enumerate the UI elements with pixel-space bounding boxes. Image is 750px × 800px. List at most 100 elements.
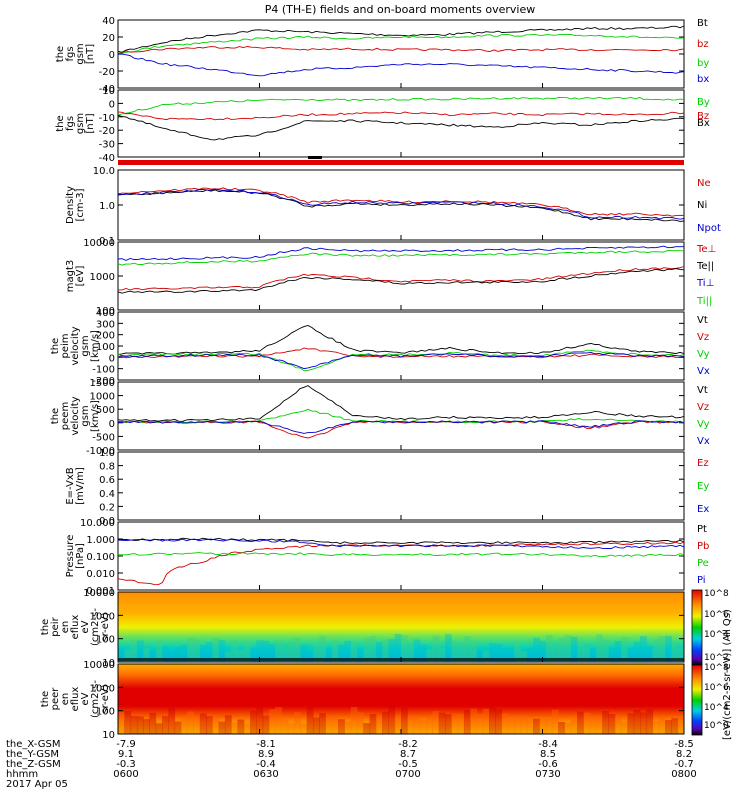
footer-value: -8.2 xyxy=(398,739,418,750)
spectrogram-texture xyxy=(514,641,521,662)
spectrogram-texture xyxy=(224,715,232,734)
y-axis-label: en xyxy=(60,621,71,634)
spectrogram-texture xyxy=(275,707,282,734)
spectrogram-texture xyxy=(407,717,415,734)
legend-Vt: Vt xyxy=(697,385,708,396)
spectrogram-texture xyxy=(275,640,282,662)
spectrogram-texture xyxy=(640,712,647,734)
y-axis-label: velocity xyxy=(70,396,81,435)
spectrogram-texture xyxy=(665,635,672,662)
y-tick-label: 40 xyxy=(102,16,115,27)
y-tick-label: 1500 xyxy=(90,378,115,389)
y-tick-label: -20 xyxy=(99,67,115,78)
spectrogram-texture xyxy=(407,645,415,662)
spectrogram-texture xyxy=(551,645,559,662)
legend-Ti||: Ti|| xyxy=(696,296,712,307)
spectrogram-texture xyxy=(489,707,496,734)
spectrogram-texture xyxy=(482,708,490,734)
spectrogram-texture xyxy=(457,714,465,734)
y-tick-label: 200 xyxy=(96,331,115,342)
spectrogram-texture xyxy=(331,717,339,734)
y-tick-label: 1000 xyxy=(90,611,115,622)
y-tick-label: 0 xyxy=(109,419,115,430)
footer-value: 8.9 xyxy=(258,749,274,760)
spectrogram-texture xyxy=(419,720,427,734)
spectrogram-texture xyxy=(394,717,402,734)
spectrogram-texture xyxy=(589,648,597,662)
y-tick-label: 100 xyxy=(96,707,115,718)
spectrogram-texture xyxy=(218,640,226,662)
spectrogram-texture xyxy=(180,718,188,734)
spectrogram-texture xyxy=(633,641,641,662)
series-Vt xyxy=(117,325,685,356)
spectrogram-texture xyxy=(118,712,125,734)
spectrogram-texture xyxy=(168,707,176,734)
footer-row-label: hhmm xyxy=(6,769,38,780)
series-Vt xyxy=(117,385,685,422)
y-tick-label: 400 xyxy=(96,308,115,319)
spectrogram-texture xyxy=(143,719,150,734)
y-tick-label: -500 xyxy=(92,432,115,443)
spectrogram-texture xyxy=(413,639,421,662)
spectrogram-texture xyxy=(545,634,553,662)
spectrogram-texture xyxy=(457,644,465,662)
spectrogram-texture xyxy=(306,707,314,734)
spectrogram-texture xyxy=(495,709,503,734)
legend-by: by xyxy=(697,58,709,69)
y-axis-label: fgs xyxy=(65,46,76,61)
y-tick-label: -40 xyxy=(99,84,115,95)
series-Npot xyxy=(117,188,685,220)
spectrogram-texture xyxy=(262,640,270,662)
series-bz xyxy=(117,46,685,54)
y-tick-label: -200 xyxy=(92,376,115,387)
footer-value: 0600 xyxy=(113,769,138,780)
footer-value: -0.5 xyxy=(398,759,418,770)
y-axis-label: peir xyxy=(50,616,61,636)
panel-temperature: 10000 1000 100 magt3 [eV] Te⊥ Te|| Ti⊥ Ti|| xyxy=(65,238,716,317)
spectrogram-texture xyxy=(476,650,484,662)
spectrogram-texture xyxy=(300,723,308,734)
y-tick-label: 100 xyxy=(96,306,115,317)
spectrogram-texture xyxy=(124,711,132,734)
spectrogram-texture xyxy=(533,718,540,734)
panel-pressure: 10.000 1.000 0.100 0.010 0.001 Pressure [nPa] P… xyxy=(65,518,709,597)
spectrogram-texture xyxy=(344,721,352,734)
spectrogram-texture xyxy=(558,722,565,734)
spectrogram-texture xyxy=(268,709,276,734)
spectrogram-texture xyxy=(470,642,477,662)
y-tick-label: 0 xyxy=(109,50,115,61)
spectrogram-texture xyxy=(382,639,389,662)
spectrogram-texture xyxy=(665,720,672,734)
y-tick-label: 10 xyxy=(102,658,115,669)
y-tick-label: -40 xyxy=(99,153,115,164)
y-axis-label: [km/s] xyxy=(90,400,101,432)
legend-Pi: Pi xyxy=(697,575,706,586)
y-axis-label: E=-VxB xyxy=(65,467,76,504)
footer-date: 2017 Apr 05 xyxy=(6,779,68,790)
spectrogram-texture xyxy=(677,647,685,662)
series-Bz xyxy=(117,111,685,121)
spectrogram-texture xyxy=(344,640,352,662)
y-tick-label: -100 xyxy=(92,365,115,376)
legend-Ey: Ey xyxy=(697,481,709,492)
legend-Bx: Bx xyxy=(697,118,710,129)
series-Pb xyxy=(117,541,685,586)
footer-value: -7.9 xyxy=(116,739,136,750)
spectrogram-texture xyxy=(621,637,628,662)
spectrogram-texture xyxy=(608,714,616,734)
legend-Vy: Vy xyxy=(697,419,710,430)
legend-Te||: Te|| xyxy=(696,261,714,272)
spectrogram-texture xyxy=(627,713,635,734)
panel-electron_spectrogram: 10000 1000 100 10 the peer en eflux eV (cm2-s-sr-… xyxy=(40,660,685,741)
footer-value: -8.4 xyxy=(538,739,558,750)
spectrogram-texture xyxy=(388,706,396,734)
y-axis-label: [mV/m] xyxy=(75,467,86,505)
spectrogram-texture xyxy=(445,634,452,662)
spectrogram-texture xyxy=(306,651,314,662)
spectrogram-texture xyxy=(363,638,371,662)
spectrogram-texture xyxy=(577,711,584,734)
spectrogram-texture xyxy=(507,647,515,662)
spectrogram-texture xyxy=(451,714,459,734)
legend-Pb: Pb xyxy=(697,541,709,552)
